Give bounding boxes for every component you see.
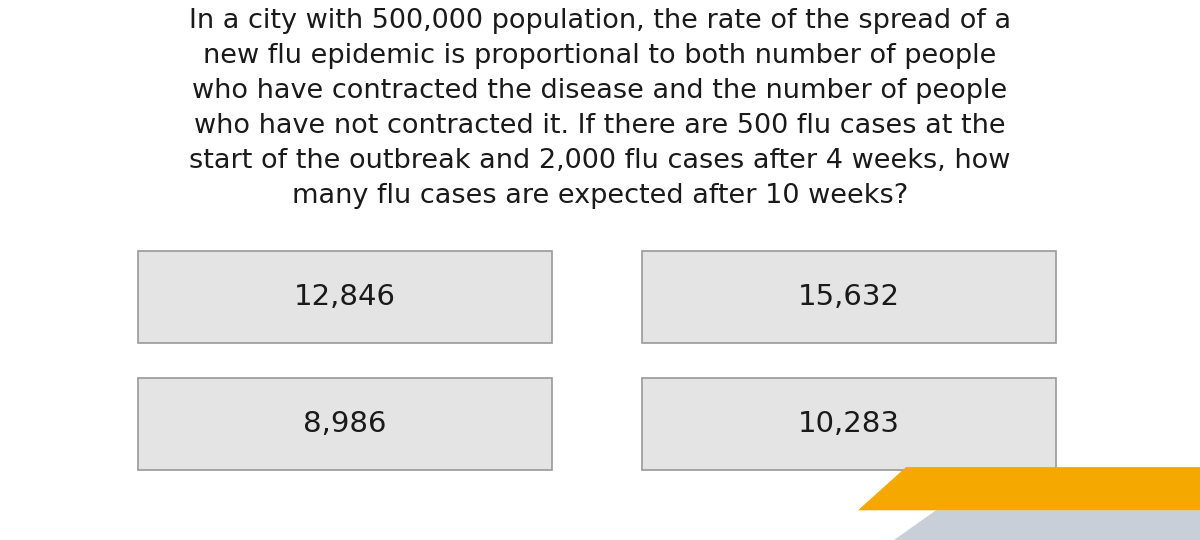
FancyBboxPatch shape <box>138 251 552 343</box>
Text: 12,846: 12,846 <box>294 283 396 311</box>
FancyBboxPatch shape <box>138 378 552 470</box>
FancyBboxPatch shape <box>642 251 1056 343</box>
Polygon shape <box>858 467 1200 510</box>
Text: 8,986: 8,986 <box>304 410 386 438</box>
Text: 15,632: 15,632 <box>798 283 900 311</box>
Polygon shape <box>894 510 1200 540</box>
Text: 10,283: 10,283 <box>798 410 900 438</box>
FancyBboxPatch shape <box>642 378 1056 470</box>
Text: In a city with 500,000 population, the rate of the spread of a
new flu epidemic : In a city with 500,000 population, the r… <box>188 8 1012 209</box>
